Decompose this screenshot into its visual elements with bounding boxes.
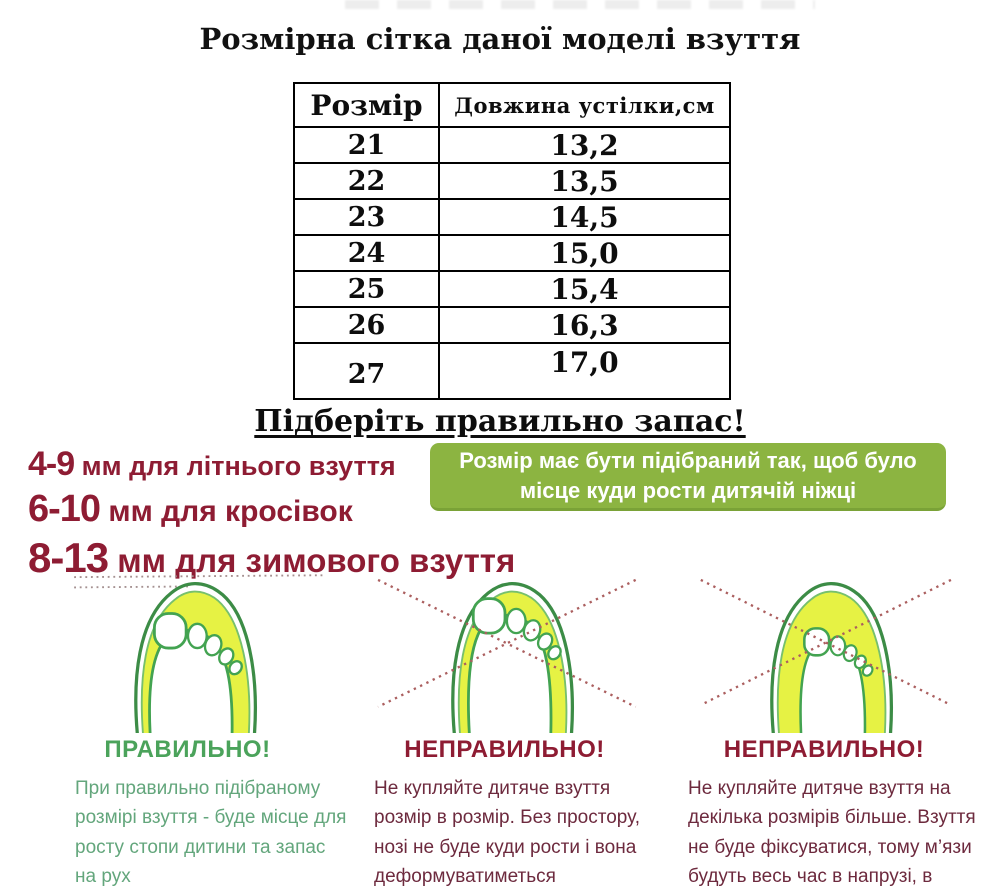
foot-diagram-tight (377, 578, 636, 733)
size-cell: 23 (293, 198, 440, 236)
tip-text: Розмір має бути підібраний так, щоб було… (459, 448, 917, 503)
length-cell: 13,5 (438, 162, 731, 200)
fit-example-too-big: НЕПРАВИЛЬНО! Не купляйте дитяче взуття н… (668, 565, 980, 890)
verdict-label: НЕПРАВИЛЬНО! (404, 736, 605, 763)
measure-dots-icon (73, 574, 322, 589)
table-row: 21 13,2 (293, 126, 731, 164)
column-header-size: Розмір (293, 82, 440, 128)
length-cell: 16,3 (438, 306, 731, 344)
size-cell: 27 (293, 342, 440, 400)
fit-example-correct: ПРАВИЛЬНО! При правильно підібраному роз… (30, 565, 347, 890)
verdict-label: НЕПРАВИЛЬНО! (723, 736, 925, 763)
allowance-range: 8-13 (28, 534, 109, 581)
size-cell: 21 (293, 126, 440, 164)
size-cell: 22 (293, 162, 440, 200)
verdict-label: ПРАВИЛЬНО! (104, 736, 271, 763)
allowance-list: 4-9 мм для літнього взуття 6-10 мм для к… (28, 447, 515, 579)
red-cross-icon (700, 578, 952, 707)
table-row: 24 15,0 (293, 234, 731, 272)
length-cell: 17,0 (438, 342, 731, 400)
allowance-label: мм для літнього взуття (74, 451, 396, 481)
fit-description: Не купляйте дитяче взуття на декілька ро… (688, 778, 976, 888)
table-row: 27 17,0 (293, 342, 731, 400)
page-title: Розмірна сітка даної моделі взуття (199, 22, 801, 56)
table-row: 22 13,5 (293, 162, 731, 200)
table-row: 23 14,5 (293, 198, 731, 236)
allowance-range: 6-10 (28, 488, 101, 530)
allowance-item-sneakers: 6-10 мм для кросівок (28, 490, 515, 528)
tip-callout: Розмір має бути підібраний так, щоб було… (430, 443, 946, 511)
size-table-header-row: Розмір Довжина устілки,см (293, 82, 731, 128)
red-cross-icon (377, 578, 636, 708)
fit-example-tight: НЕПРАВИЛЬНО! Не купляйте дитяче взуття р… (352, 565, 657, 890)
size-cell: 25 (293, 270, 440, 308)
length-cell: 15,0 (438, 234, 731, 272)
size-cell: 24 (293, 234, 440, 272)
size-cell: 26 (293, 306, 440, 344)
length-cell: 13,2 (438, 126, 731, 164)
foot-diagram-correct (73, 574, 322, 733)
foot-diagram-too-big (700, 578, 952, 733)
table-row: 25 15,4 (293, 270, 731, 308)
allowance-item-summer: 4-9 мм для літнього взуття (28, 447, 515, 481)
allowance-label: мм для кросівок (100, 495, 353, 528)
allowance-label: мм для зимового взуття (108, 542, 516, 579)
column-header-insole-length: Довжина устілки,см (438, 82, 731, 128)
size-table: Розмір Довжина устілки,см 21 13,2 22 13,… (293, 82, 731, 400)
fit-description: При правильно підібраному розмірі взуття… (75, 778, 347, 888)
length-cell: 15,4 (438, 270, 731, 308)
length-cell: 14,5 (438, 198, 731, 236)
allowance-item-winter: 8-13 мм для зимового взуття (28, 537, 515, 579)
table-row: 26 16,3 (293, 306, 731, 344)
section-subtitle: Підберіть правильно запас! (254, 404, 746, 439)
cropped-header-remnant (345, 0, 815, 9)
allowance-range: 4-9 (28, 445, 75, 483)
fit-description: Не купляйте дитяче взуття розмір в розмі… (374, 778, 640, 888)
